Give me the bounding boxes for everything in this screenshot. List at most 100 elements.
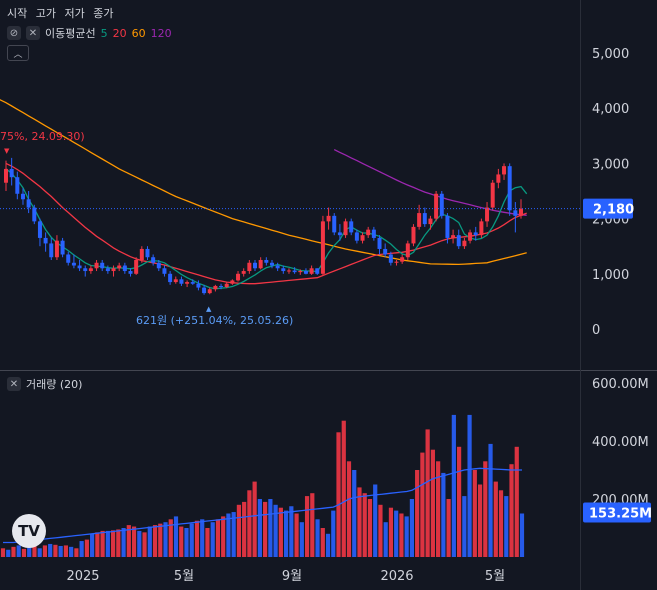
candle-up [502, 166, 507, 175]
volume-bar [21, 548, 27, 557]
candle-up [400, 257, 405, 262]
time-axis-label: 5월 [485, 569, 505, 584]
close-icon[interactable]: ✕ [26, 26, 40, 40]
candle-up [247, 262, 252, 272]
volume-bar [404, 516, 409, 557]
current-price-badge [583, 198, 633, 219]
volume-bar [341, 420, 346, 557]
time-axis-label: 5월 [174, 569, 194, 584]
eye-off-icon[interactable]: ⊘ [7, 26, 21, 40]
candle-down [151, 257, 156, 263]
low-marker: ▲ [206, 305, 212, 313]
volume-bar [37, 548, 42, 557]
candle-down [253, 262, 258, 269]
price-tick-label: 3,000 [592, 157, 629, 172]
volume-bar [294, 513, 299, 557]
tradingview-logo[interactable]: TV [12, 514, 46, 548]
candle-down [77, 265, 82, 269]
chevron-up-icon[interactable]: ︿ [7, 45, 29, 61]
volume-bar [163, 522, 168, 557]
volume-bar [394, 510, 399, 557]
volume-bar [519, 513, 525, 557]
candle-down [100, 262, 105, 269]
candle-down [49, 243, 54, 258]
candle-down [37, 221, 42, 238]
volume-bar [189, 523, 194, 557]
candle-up [298, 271, 303, 273]
volume-bar [378, 504, 383, 557]
candle-up [185, 282, 190, 284]
volume-bar [231, 512, 236, 557]
candle-down [162, 268, 167, 274]
candle-down [275, 265, 280, 269]
volume-bar [48, 543, 53, 557]
close-icon[interactable]: ✕ [7, 377, 21, 391]
volume-ma-line [3, 467, 522, 544]
volume-bar [477, 484, 483, 557]
volume-title[interactable]: 거래량 (20) [26, 378, 83, 391]
volume-bar [420, 452, 425, 557]
candle-down [303, 271, 308, 274]
candle-down [15, 177, 20, 194]
candle-down [145, 248, 150, 258]
candle-up [320, 221, 325, 274]
candle-up [451, 235, 456, 238]
candle-up [411, 226, 416, 244]
candle-down [315, 268, 320, 274]
ma-title[interactable]: 이동평균선 [45, 27, 96, 40]
volume-bar [446, 499, 451, 557]
candle-up [394, 261, 399, 263]
volume-bar [142, 532, 147, 557]
volume-current-label: 153.25M [589, 507, 652, 522]
volume-bar [430, 449, 435, 557]
current-price-label: 2,180 [593, 203, 634, 218]
candle-up [139, 248, 144, 260]
ohlc-high-label: 고가 [35, 7, 56, 20]
candle-up [496, 174, 501, 183]
candle-down [105, 268, 110, 272]
volume-bar [84, 539, 89, 557]
volume-bar [252, 481, 257, 557]
candle-down [269, 262, 274, 266]
volume-bar [498, 490, 504, 557]
candle-down [219, 285, 224, 288]
volume-bar [320, 528, 325, 557]
candle-up [519, 208, 523, 216]
candle-up [134, 260, 139, 274]
candle-down [377, 237, 382, 249]
volume-bar [200, 519, 205, 557]
candle-down [354, 232, 359, 241]
volume-bar [194, 520, 200, 557]
volume-bar [451, 414, 456, 557]
volume-bar [304, 496, 310, 557]
candle-up [405, 243, 410, 258]
volume-bar [514, 446, 519, 557]
volume-bar [179, 526, 184, 557]
volume-bar [184, 528, 189, 557]
volume-bar [95, 532, 100, 557]
volume-bar [147, 526, 152, 557]
candle-up [54, 240, 59, 258]
volume-bar [58, 545, 63, 557]
volume-bar [462, 496, 467, 557]
candle-down [179, 279, 184, 284]
candle-up [309, 268, 314, 274]
candle-up [224, 283, 229, 288]
volume-bar [242, 501, 247, 557]
volume-bar [456, 446, 462, 557]
volume-tick-label: 600.00M [592, 377, 649, 392]
candle-up [360, 235, 365, 241]
volume-bar [362, 493, 367, 557]
candle-up [117, 265, 122, 269]
candle-down [20, 193, 25, 200]
candle-down [456, 235, 461, 247]
volume-bar [247, 490, 252, 557]
candle-down [383, 248, 388, 255]
candle-up [4, 168, 8, 183]
candle-down [439, 193, 444, 216]
volume-bar [42, 545, 48, 557]
candle-up [434, 193, 439, 219]
volume-bar [346, 461, 352, 557]
candle-up [173, 279, 178, 283]
